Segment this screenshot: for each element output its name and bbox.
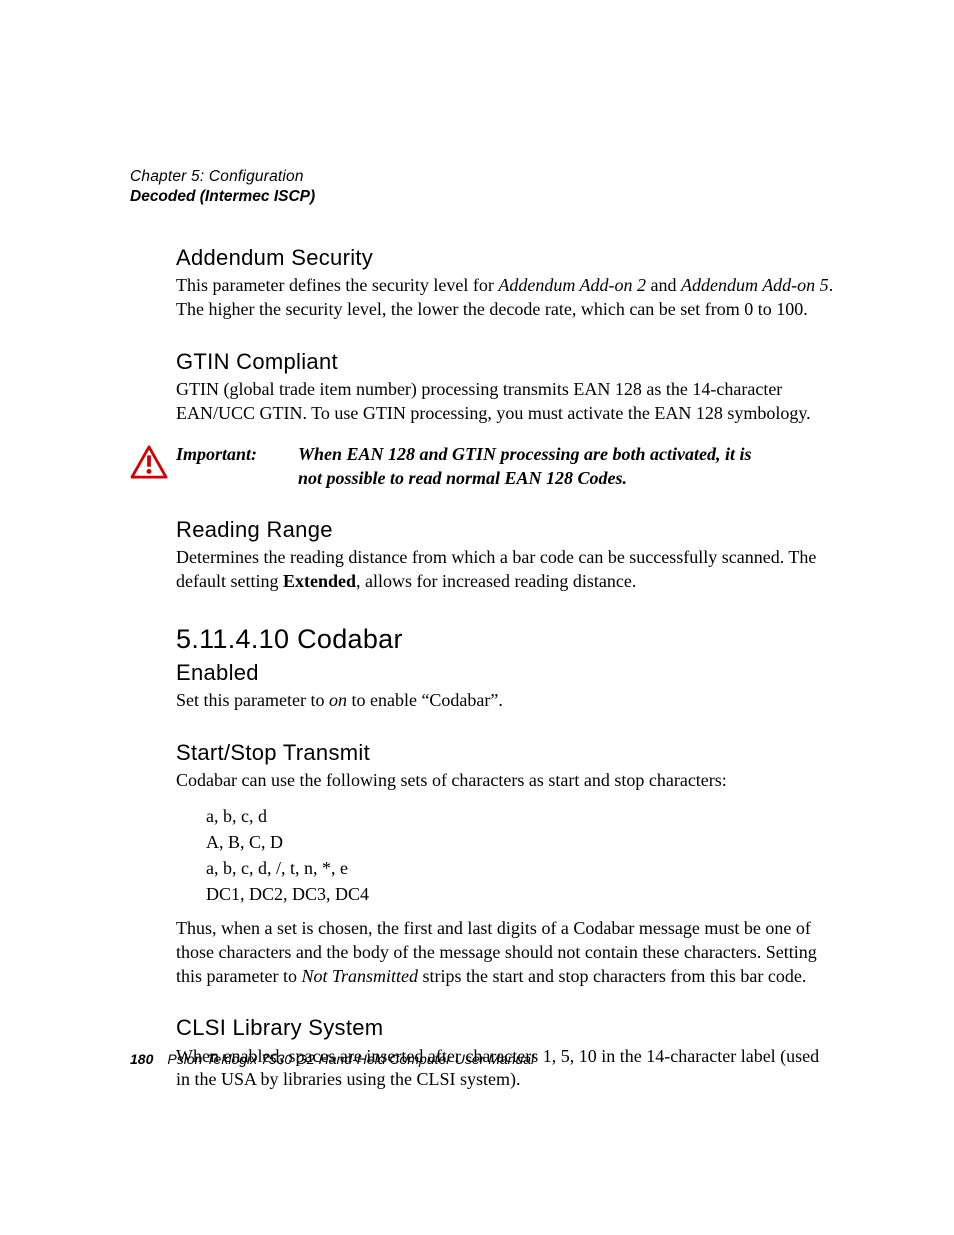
heading-enabled: Enabled xyxy=(176,661,836,685)
list-item: a, b, c, d, /, t, n, *, e xyxy=(206,855,836,881)
text: and xyxy=(646,275,681,295)
page-number: 180 xyxy=(130,1051,153,1067)
paragraph-gtin: GTIN (global trade item number) processi… xyxy=(176,378,836,426)
chapter-header: Chapter 5: Configuration xyxy=(130,168,836,186)
important-label: Important: xyxy=(176,443,298,490)
italic-text: Not Transmitted xyxy=(301,966,418,986)
text: , allows for increased reading distance. xyxy=(356,571,636,591)
paragraph-reading-range: Determines the reading distance from whi… xyxy=(176,546,836,594)
heading-start-stop-transmit: Start/Stop Transmit xyxy=(176,741,836,765)
text: to enable “Codabar”. xyxy=(347,690,503,710)
italic-text: on xyxy=(329,690,347,710)
chapter-subtitle: Decoded (Intermec ISCP) xyxy=(130,188,836,206)
list-item: A, B, C, D xyxy=(206,829,836,855)
bold-text: Extended xyxy=(283,571,356,591)
paragraph-ss-intro: Codabar can use the following sets of ch… xyxy=(176,769,836,793)
page-footer: 180 Psion Teklogix 7530 G2 Hand-Held Comp… xyxy=(130,1051,534,1067)
footer-title: Psion Teklogix 7530 G2 Hand-Held Compute… xyxy=(167,1051,534,1067)
manual-page: Chapter 5: Configuration Decoded (Interm… xyxy=(0,0,954,1235)
heading-gtin-compliant: GTIN Compliant xyxy=(176,350,836,374)
important-text: Important: When EAN 128 and GTIN process… xyxy=(176,443,778,490)
heading-addendum-security: Addendum Security xyxy=(176,246,836,270)
text: strips the start and stop characters fro… xyxy=(418,966,806,986)
heading-reading-range: Reading Range xyxy=(176,518,836,542)
italic-text: Addendum Add-on 5 xyxy=(681,275,829,295)
page-content: Addendum Security This parameter defines… xyxy=(176,246,836,1092)
list-item: DC1, DC2, DC3, DC4 xyxy=(206,881,836,907)
paragraph-addendum: This parameter defines the security leve… xyxy=(176,274,836,322)
heading-codabar: 5.11.4.10 Codabar xyxy=(176,624,836,655)
heading-clsi-library: CLSI Library System xyxy=(176,1016,836,1040)
important-callout: Important: When EAN 128 and GTIN process… xyxy=(130,443,836,490)
italic-text: Addendum Add-on 2 xyxy=(498,275,646,295)
start-stop-sets: a, b, c, d A, B, C, D a, b, c, d, /, t, … xyxy=(206,803,836,907)
paragraph-ss-after: Thus, when a set is chosen, the first an… xyxy=(176,917,836,988)
text: This parameter defines the security leve… xyxy=(176,275,498,295)
text: Set this parameter to xyxy=(176,690,329,710)
paragraph-enabled: Set this parameter to on to enable “Coda… xyxy=(176,689,836,713)
warning-icon xyxy=(130,445,168,479)
important-body: When EAN 128 and GTIN processing are bot… xyxy=(298,443,778,490)
list-item: a, b, c, d xyxy=(206,803,836,829)
